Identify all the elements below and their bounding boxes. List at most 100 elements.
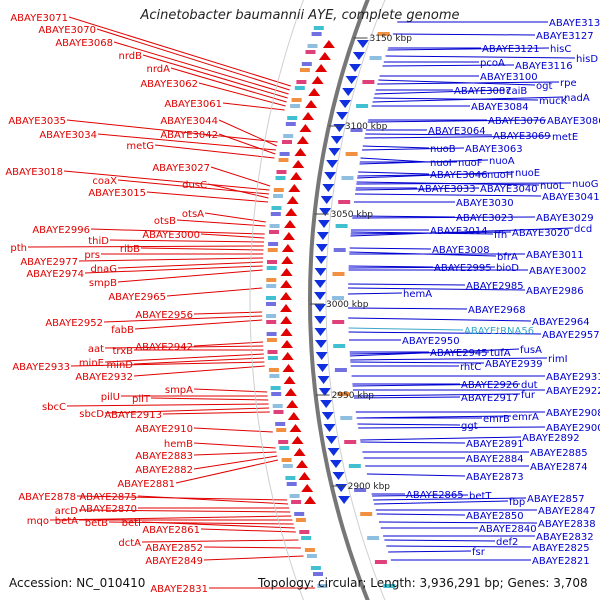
gene-label-left: otsB [154,216,176,227]
gene-connector-right [352,216,536,219]
feature-block [276,428,287,432]
feature-block [283,134,294,138]
feature-block [301,536,312,540]
gene-label-right: nuoH [487,170,513,181]
gene-label-left: betI [122,518,141,529]
feature-block [295,518,306,522]
feature-block [269,224,280,228]
gene-connector-left [97,133,277,151]
gene-label-left: ABAYE2932 [75,372,133,383]
gene-label-right: dcd [574,224,592,235]
feature-block [282,464,293,468]
gene-label-left: betA [55,516,78,527]
feature-block [289,494,300,498]
gene-connector-right [350,357,548,361]
gene-connector-left [27,245,264,248]
gene-label-left: ABAYE2875 [79,492,137,503]
forward-strand-arrow [286,196,299,204]
feature-block [360,512,373,516]
gene-connector-left [207,183,269,199]
feature-block [291,500,302,504]
gene-label-right: hisC [550,44,571,55]
feature-block [270,212,281,216]
gene-connector-right [350,361,485,364]
forward-strand-arrow [299,124,312,132]
reverse-strand-arrow [326,160,339,168]
reverse-strand-arrow [315,244,328,252]
reverse-strand-arrow [339,100,352,108]
gene-connector-left [200,233,265,239]
gene-label-left: ABAYE3015 [88,188,146,199]
feature-block [285,122,296,126]
feature-block [304,548,315,552]
feature-block [305,50,316,54]
gene-label-left: dctA [118,538,141,549]
gene-label-right: ABAYE3116 [515,61,573,72]
gene-connector-right [377,81,560,85]
gene-connector-left [68,16,291,87]
kbp-tick-label: 3050 kbp [331,210,374,220]
kbp-tick-label: 3150 kbp [370,34,413,44]
kbp-tick-label: 2950 kbp [332,391,375,401]
forward-strand-arrow [293,448,306,456]
forward-strand-arrow [281,352,294,360]
gene-connector-left [210,166,271,187]
gene-connector-left [222,102,285,111]
gene-connector-right [364,135,552,139]
feature-block [268,368,279,372]
forward-strand-arrow [315,64,328,72]
reverse-strand-arrow [356,40,369,48]
gene-label-left: ABAYE3027 [152,163,210,174]
gene-label-left: otsA [182,209,204,220]
forward-strand-arrow [301,484,314,492]
gene-label-right: ABAYE2950 [402,336,460,347]
gene-label-right: ABAYE3046 [430,170,488,181]
feature-block [313,26,324,30]
gene-connector-left [141,539,299,543]
gene-connector-right [360,436,522,441]
map-title: Acinetobacter baumannii AYE, complete ge… [140,8,460,23]
gene-label-right: ABAYE3086 [547,116,600,127]
gene-connector-left [70,361,265,367]
feature-block [317,584,328,588]
gene-label-right: ABAYE3100 [480,72,538,83]
gene-label-left: ABAYE2910 [135,424,193,435]
gene-label-right: ABAYE2857 [527,494,585,505]
reverse-strand-arrow [327,448,340,456]
gene-label-right: mucK [539,96,568,107]
feature-block [266,284,277,288]
gene-connector-right [374,89,506,95]
gene-label-left: fabB [111,325,134,336]
right-connector-lines [347,21,576,561]
gene-connector-left [193,427,273,433]
feature-block [338,200,351,204]
feature-block [337,392,350,396]
gene-connector-right [378,521,538,524]
reverse-strand-arrow [314,304,326,312]
feature-block [270,386,281,390]
gene-label-right: ABAYE3087 [454,86,512,97]
gene-label-right: ABAYE3076 [488,116,546,127]
gene-label-right: bioD [496,263,519,274]
gene-label-left: minD [106,360,133,371]
gene-connector-left [63,170,270,191]
feature-block [344,440,357,444]
gene-label-right: rpe [560,78,577,89]
reverse-strand-arrow [316,364,329,372]
gene-connector-right [352,383,521,387]
feature-block [278,158,289,162]
gene-connector-right [353,393,521,397]
gene-label-left: pilU [101,392,120,403]
forward-strand-arrow [318,52,331,60]
gene-connector-left [162,411,270,415]
gene-label-left: ABAYE3035 [8,116,66,127]
gene-label-right: ABAYE2926 [461,380,519,391]
gene-label-left: ABAYE3062 [140,79,198,90]
gene-label-right: ABAYE2922 [546,386,600,397]
forward-strand-arrow [322,40,335,48]
gene-label-left: nrdB [119,51,143,62]
gene-label-left: ABAYE2974 [26,269,84,280]
gene-label-left: nrdA [147,64,171,75]
reverse-strand-arrow [315,352,328,360]
